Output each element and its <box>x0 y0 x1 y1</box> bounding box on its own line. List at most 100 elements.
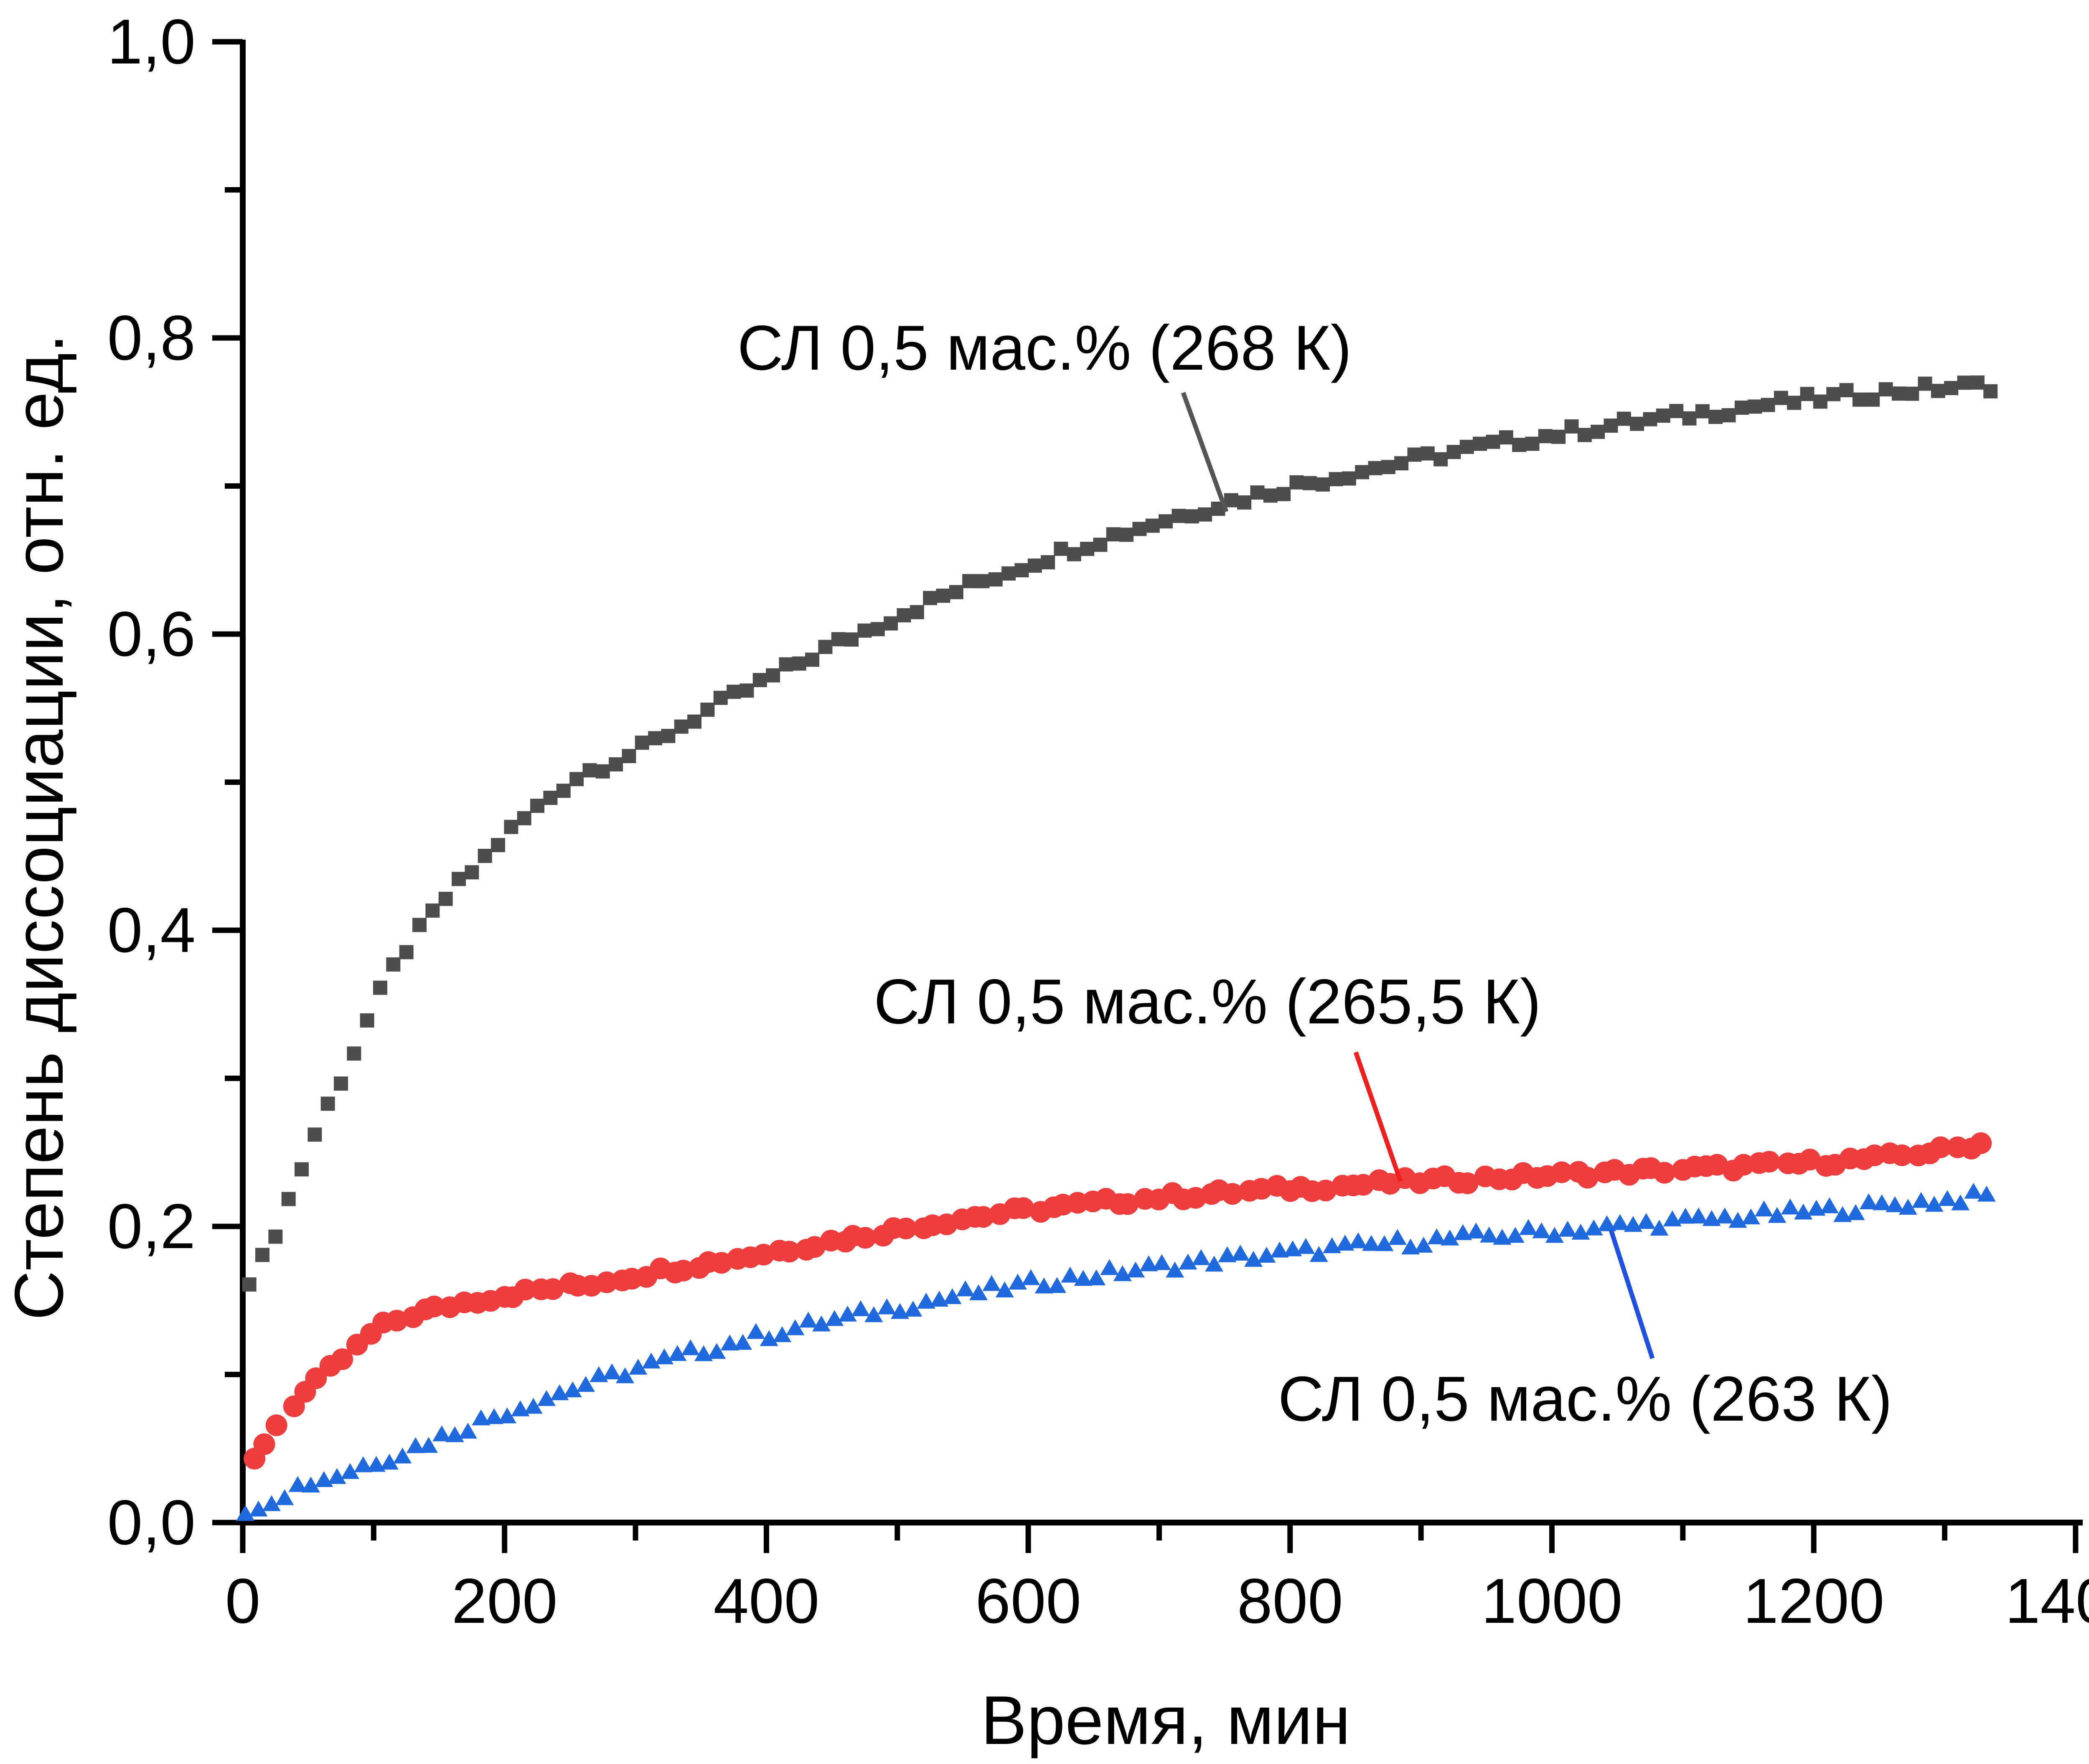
data-point-circle <box>1576 1167 1599 1189</box>
data-point-square <box>1355 465 1370 480</box>
data-point-square <box>635 735 649 750</box>
data-point-triangle <box>1964 1183 1983 1199</box>
data-point-square <box>1656 409 1670 423</box>
data-point-triangle <box>1768 1207 1787 1223</box>
data-point-triangle <box>393 1447 412 1464</box>
data-point-triangle <box>1323 1237 1342 1254</box>
annotation-label: СЛ 0,5 мас.% (268 К) <box>737 312 1352 383</box>
data-point-square <box>308 1127 322 1142</box>
data-point-square <box>1878 382 1893 397</box>
data-point-square <box>1302 476 1317 490</box>
data-point-triangle <box>655 1348 673 1365</box>
data-point-square <box>1931 383 1945 398</box>
data-point-triangle <box>1336 1234 1355 1251</box>
data-point-triangle <box>1741 1208 1760 1225</box>
data-point-triangle <box>236 1505 255 1521</box>
data-point-triangle <box>1807 1200 1826 1216</box>
data-point-triangle <box>1598 1215 1616 1231</box>
data-point-triangle <box>1755 1201 1774 1217</box>
data-point-triangle <box>747 1323 765 1339</box>
data-point-triangle <box>943 1288 962 1304</box>
data-point-square <box>1446 444 1461 459</box>
data-point-square <box>465 865 479 880</box>
data-point-triangle <box>419 1437 438 1453</box>
data-point-triangle <box>406 1437 425 1453</box>
data-point-circle <box>514 1279 536 1301</box>
data-point-triangle <box>969 1284 988 1300</box>
data-point-triangle <box>1833 1206 1852 1222</box>
data-point-circle <box>1891 1144 1913 1166</box>
data-point-square <box>779 657 793 672</box>
data-point-square <box>582 763 597 778</box>
series-265.5K <box>244 1132 1992 1470</box>
data-point-triangle <box>537 1390 556 1406</box>
data-point-circle <box>1758 1151 1780 1173</box>
data-point-square <box>752 673 767 688</box>
data-point-square <box>1538 429 1553 444</box>
data-point-square <box>1591 424 1605 439</box>
data-point-triangle <box>367 1456 386 1472</box>
data-point-square <box>281 1192 296 1206</box>
data-series <box>236 375 1998 1521</box>
data-point-triangle <box>1388 1229 1407 1245</box>
x-axis-title: Время, мин <box>981 1682 1351 1759</box>
data-point-triangle <box>524 1398 543 1414</box>
data-point-square <box>1669 404 1684 418</box>
data-point-triangle <box>1061 1267 1080 1283</box>
data-point-circle <box>895 1217 917 1239</box>
data-point-triangle <box>838 1305 857 1322</box>
data-point-triangle <box>1532 1222 1551 1239</box>
data-point-triangle <box>275 1489 294 1505</box>
data-point-triangle <box>380 1454 399 1470</box>
data-point-square <box>1721 408 1736 423</box>
data-point-square <box>1957 376 1972 390</box>
data-point-triangle <box>629 1358 648 1375</box>
data-point-square <box>923 591 938 605</box>
data-point-triangle <box>1152 1254 1171 1270</box>
data-point-triangle <box>1545 1227 1564 1243</box>
data-point-triangle <box>1466 1222 1485 1239</box>
x-tick-label: 200 <box>452 1566 558 1637</box>
data-point-triangle <box>1650 1220 1669 1236</box>
data-point-triangle <box>930 1291 949 1307</box>
data-point-circle <box>1550 1161 1573 1183</box>
data-point-square <box>857 623 872 638</box>
data-point-triangle <box>615 1367 634 1383</box>
data-point-square <box>438 891 453 906</box>
data-point-triangle <box>288 1476 307 1492</box>
data-point-circle <box>331 1348 353 1370</box>
data-point-square <box>1918 376 1932 391</box>
data-point-square <box>988 572 1003 587</box>
data-point-square <box>1014 563 1029 578</box>
y-axis-title: Степень диссоциации, отн. ед. <box>0 334 77 1320</box>
data-point-square <box>517 811 531 825</box>
data-point-triangle <box>799 1312 818 1328</box>
data-point-triangle <box>891 1303 910 1319</box>
data-point-triangle <box>1925 1195 1944 1212</box>
data-point-circle <box>972 1206 994 1228</box>
data-point-triangle <box>1414 1236 1433 1253</box>
data-point-square <box>792 656 806 671</box>
data-point-square <box>831 632 846 647</box>
data-point-square <box>1630 416 1644 431</box>
y-tick-labels: 0,0 0,2 0,4 0,6 0,8 1,0 <box>107 6 196 1558</box>
data-point-triangle <box>1611 1214 1629 1230</box>
data-point-square <box>504 820 518 834</box>
data-point-square <box>1145 518 1160 533</box>
series-263K <box>236 1183 1996 1521</box>
data-point-square <box>1564 419 1579 434</box>
data-point-square <box>1041 555 1055 570</box>
data-point-square <box>1394 456 1409 471</box>
data-point-triangle <box>550 1384 569 1401</box>
data-point-square <box>1970 375 1985 390</box>
data-point-square <box>334 1076 348 1091</box>
data-point-square <box>1643 412 1657 426</box>
data-point-triangle <box>1192 1249 1210 1265</box>
data-point-square <box>1551 429 1566 444</box>
data-point-triangle <box>1702 1210 1721 1226</box>
annotation-label: СЛ 0,5 мас.% (265,5 К) <box>874 966 1541 1037</box>
data-point-triangle <box>1886 1196 1904 1212</box>
data-point-triangle <box>1231 1244 1250 1261</box>
data-point-triangle <box>590 1366 608 1382</box>
x-tick-label: 1400 <box>2005 1566 2089 1637</box>
